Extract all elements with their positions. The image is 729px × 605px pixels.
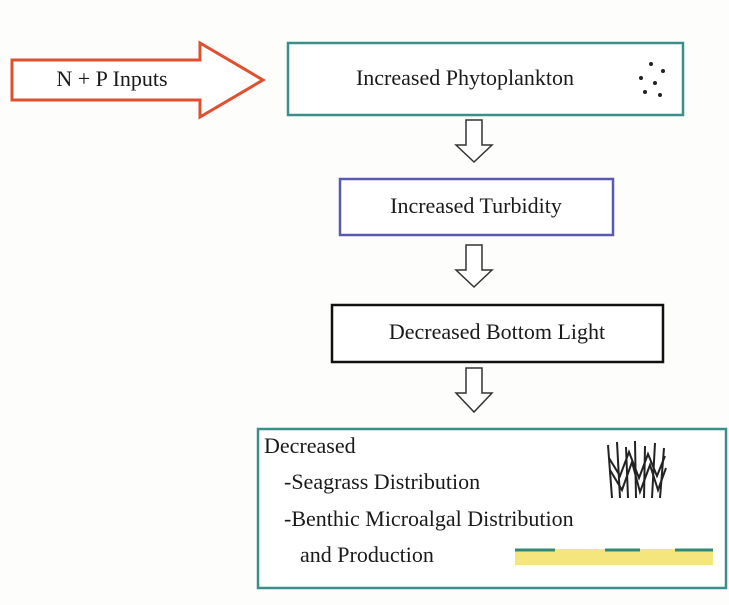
input-label: N + P Inputs — [56, 66, 167, 91]
phytoplankton-icon — [639, 62, 665, 97]
down-arrow — [454, 367, 494, 414]
down-arrow — [454, 119, 494, 164]
node-line: Decreased — [264, 433, 356, 458]
node-line: and Production — [300, 542, 434, 567]
node-box — [286, 41, 685, 117]
node-box — [338, 177, 615, 237]
node-line: -Seagrass Distribution — [284, 469, 480, 494]
node-label: Increased Turbidity — [390, 193, 562, 218]
node-line: -Benthic Microalgal Distribution — [284, 506, 574, 531]
microalgae-bar — [515, 549, 713, 565]
node-label: Decreased Bottom Light — [389, 319, 605, 344]
node-label: Increased Phytoplankton — [356, 65, 574, 90]
down-arrow — [454, 244, 494, 289]
input-arrow — [10, 40, 266, 120]
node-box — [330, 303, 665, 364]
seagrass-icon — [607, 440, 667, 499]
